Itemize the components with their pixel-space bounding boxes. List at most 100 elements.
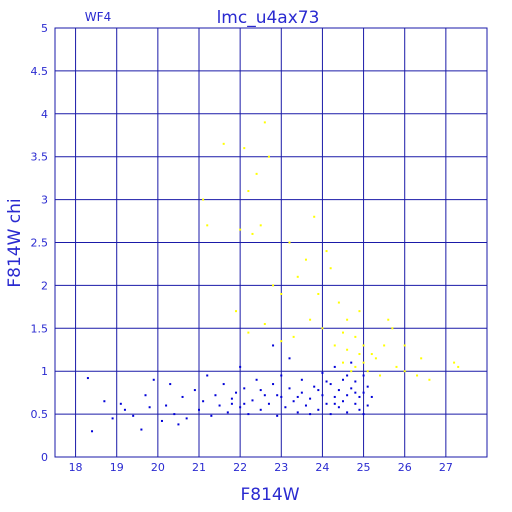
point: [366, 385, 369, 388]
point: [263, 121, 266, 124]
point: [119, 402, 122, 405]
x-tick-label: 21: [192, 461, 206, 474]
point: [296, 275, 299, 278]
point: [403, 344, 406, 347]
point: [313, 385, 316, 388]
point: [333, 344, 336, 347]
point: [457, 365, 460, 368]
point: [329, 383, 332, 386]
point: [185, 417, 188, 420]
point: [300, 391, 303, 394]
y-tick-label: 2.5: [31, 237, 49, 250]
point: [346, 318, 349, 321]
point: [280, 292, 283, 295]
point: [267, 402, 270, 405]
x-tick-label: 23: [274, 461, 288, 474]
x-tick-label: 19: [110, 461, 124, 474]
point: [321, 327, 324, 330]
point: [296, 411, 299, 414]
point: [202, 198, 205, 201]
point: [259, 389, 262, 392]
point: [169, 383, 172, 386]
point: [342, 400, 344, 403]
point: [259, 408, 262, 411]
point: [173, 413, 176, 416]
panel-label: WF4: [85, 10, 111, 24]
y-tick-label: 1.5: [31, 322, 49, 335]
point: [222, 142, 225, 145]
point: [251, 232, 254, 235]
point: [329, 267, 332, 270]
point: [210, 414, 213, 417]
point: [288, 387, 291, 390]
point: [342, 378, 344, 381]
y-tick-label: 4: [41, 108, 48, 121]
point: [383, 344, 386, 347]
x-tick-label: 18: [69, 461, 83, 474]
point: [263, 394, 266, 397]
point: [206, 224, 209, 227]
point: [309, 413, 312, 416]
point: [267, 155, 270, 158]
x-tick-label: 27: [439, 461, 453, 474]
y-tick-label: 0: [41, 451, 48, 464]
y-tick-label: 0.5: [31, 408, 49, 421]
point: [272, 284, 275, 287]
point: [226, 411, 229, 414]
point: [358, 353, 361, 356]
x-tick-label: 26: [398, 461, 412, 474]
point: [362, 391, 365, 394]
point: [387, 318, 390, 321]
point: [263, 323, 266, 326]
point: [198, 408, 200, 411]
point: [362, 361, 365, 364]
point: [292, 400, 295, 403]
point: [132, 414, 135, 417]
point: [333, 395, 336, 398]
point: [235, 391, 238, 394]
y-tick-label: 2: [41, 279, 48, 292]
point: [280, 374, 283, 377]
point: [239, 228, 242, 231]
point: [395, 365, 398, 368]
point: [181, 395, 184, 398]
plot-frame: [54, 27, 488, 458]
point: [123, 408, 126, 411]
point: [259, 224, 262, 227]
point: [304, 258, 307, 261]
y-tick-label: 3.5: [31, 151, 49, 164]
point: [354, 335, 357, 338]
x-tick-label: 25: [357, 461, 371, 474]
point: [140, 428, 143, 431]
point: [321, 394, 324, 397]
point: [304, 404, 307, 407]
point: [91, 430, 94, 433]
point: [325, 402, 328, 405]
point: [272, 344, 275, 347]
point: [309, 397, 312, 400]
point: [453, 361, 456, 364]
point: [177, 423, 180, 426]
point: [362, 374, 365, 377]
y-axis-label: F814W chi: [5, 198, 25, 287]
point: [243, 147, 246, 150]
y-tick-label: 3: [41, 194, 48, 207]
point: [86, 377, 89, 380]
point: [272, 383, 275, 386]
point: [309, 318, 312, 321]
point: [280, 395, 283, 398]
point: [362, 413, 365, 416]
point: [317, 408, 320, 411]
point: [342, 331, 344, 334]
point: [165, 404, 168, 407]
point: [342, 361, 344, 364]
point: [206, 374, 209, 377]
point: [337, 406, 340, 409]
point: [148, 406, 151, 409]
point: [247, 413, 250, 416]
point: [391, 327, 394, 330]
point: [333, 365, 336, 368]
point: [214, 394, 217, 397]
point: [346, 394, 349, 397]
point: [103, 400, 106, 403]
